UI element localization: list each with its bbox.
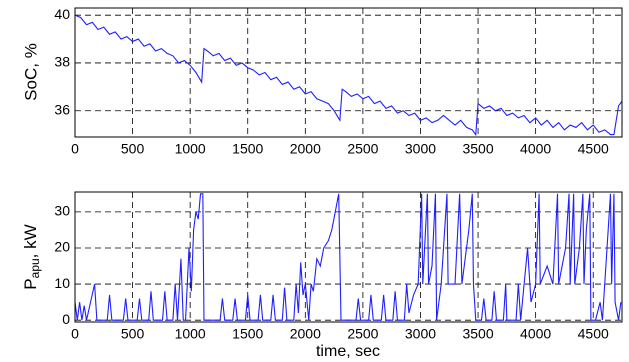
y-tick-label: 38 — [54, 54, 70, 70]
y-label-unit: , kW — [21, 224, 40, 258]
x-tick-label: 1500 — [232, 326, 263, 342]
data-line — [74, 14, 623, 137]
x-tick-label: 0 — [71, 141, 79, 157]
y-tick-label: 30 — [54, 203, 70, 219]
x-tick-label: 500 — [121, 326, 145, 342]
x-tick-label: 4500 — [578, 326, 609, 342]
y-tick-label: 10 — [54, 275, 70, 291]
y-label-main: P — [21, 278, 40, 289]
y-tick-label: 36 — [54, 101, 70, 117]
y-axis-label: Papu, kW — [21, 224, 42, 289]
x-tick-label: 0 — [71, 326, 79, 342]
x-tick-label: 3500 — [462, 326, 493, 342]
x-tick-label: 2000 — [290, 141, 321, 157]
x-tick-label: 1000 — [175, 326, 206, 342]
y-tick-label: 0 — [62, 311, 70, 327]
plot-frame — [74, 191, 623, 323]
y-label-sub: apu — [28, 258, 42, 278]
x-tick-label: 4000 — [520, 141, 551, 157]
x-tick-label: 1000 — [175, 141, 206, 157]
x-tick-label: 500 — [121, 141, 145, 157]
x-tick-label: 3000 — [405, 141, 436, 157]
x-tick-label: 3000 — [405, 326, 436, 342]
x-tick-label: 4000 — [520, 326, 551, 342]
y-tick-label: 20 — [54, 239, 70, 255]
x-tick-label: 4500 — [578, 141, 609, 157]
plot-frame — [74, 7, 623, 138]
x-tick-label: 1500 — [232, 141, 263, 157]
data-line — [74, 193, 622, 321]
y-tick-label: 40 — [54, 6, 70, 22]
x-tick-label: 2000 — [290, 326, 321, 342]
x-axis-label: time, sec — [316, 343, 380, 360]
x-tick-label: 3500 — [462, 141, 493, 157]
y-axis-label: SoC, % — [21, 43, 40, 101]
x-tick-label: 2500 — [347, 326, 378, 342]
x-tick-label: 2500 — [347, 141, 378, 157]
